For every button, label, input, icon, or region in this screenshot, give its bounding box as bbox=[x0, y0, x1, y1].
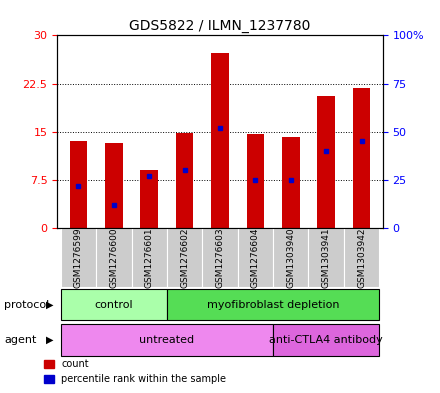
Text: GSM1276599: GSM1276599 bbox=[74, 227, 83, 288]
Bar bbox=[61, 324, 273, 356]
Text: ▶: ▶ bbox=[46, 299, 54, 310]
Bar bbox=[202, 228, 238, 287]
Text: GSM1303941: GSM1303941 bbox=[322, 227, 331, 288]
Bar bbox=[140, 170, 158, 228]
Bar bbox=[167, 228, 202, 287]
Bar bbox=[211, 53, 229, 228]
Text: GSM1276603: GSM1276603 bbox=[216, 227, 224, 288]
Bar bbox=[61, 288, 167, 321]
Text: GSM1276604: GSM1276604 bbox=[251, 227, 260, 288]
Text: GSM1276602: GSM1276602 bbox=[180, 227, 189, 288]
Bar bbox=[282, 137, 300, 228]
Text: protocol: protocol bbox=[4, 299, 50, 310]
Text: myofibroblast depletion: myofibroblast depletion bbox=[207, 299, 339, 310]
Text: GSM1276600: GSM1276600 bbox=[109, 227, 118, 288]
Text: agent: agent bbox=[4, 335, 37, 345]
Bar bbox=[70, 141, 87, 228]
Bar bbox=[273, 228, 308, 287]
Text: GSM1303940: GSM1303940 bbox=[286, 227, 295, 288]
Text: GSM1303942: GSM1303942 bbox=[357, 227, 366, 288]
Bar bbox=[308, 228, 344, 287]
Title: GDS5822 / ILMN_1237780: GDS5822 / ILMN_1237780 bbox=[129, 19, 311, 33]
Bar bbox=[317, 96, 335, 228]
Text: anti-CTLA4 antibody: anti-CTLA4 antibody bbox=[269, 335, 383, 345]
Text: ▶: ▶ bbox=[46, 335, 54, 345]
Bar bbox=[105, 143, 123, 228]
Bar bbox=[273, 324, 379, 356]
Bar bbox=[344, 228, 379, 287]
Bar bbox=[167, 288, 379, 321]
Bar bbox=[246, 134, 264, 228]
Bar bbox=[353, 88, 370, 228]
Text: untreated: untreated bbox=[139, 335, 194, 345]
Text: control: control bbox=[95, 299, 133, 310]
Bar bbox=[238, 228, 273, 287]
Text: GSM1276601: GSM1276601 bbox=[145, 227, 154, 288]
Bar bbox=[61, 228, 96, 287]
Legend: count, percentile rank within the sample: count, percentile rank within the sample bbox=[40, 356, 230, 388]
Bar bbox=[176, 133, 194, 228]
Bar bbox=[132, 228, 167, 287]
Bar bbox=[96, 228, 132, 287]
